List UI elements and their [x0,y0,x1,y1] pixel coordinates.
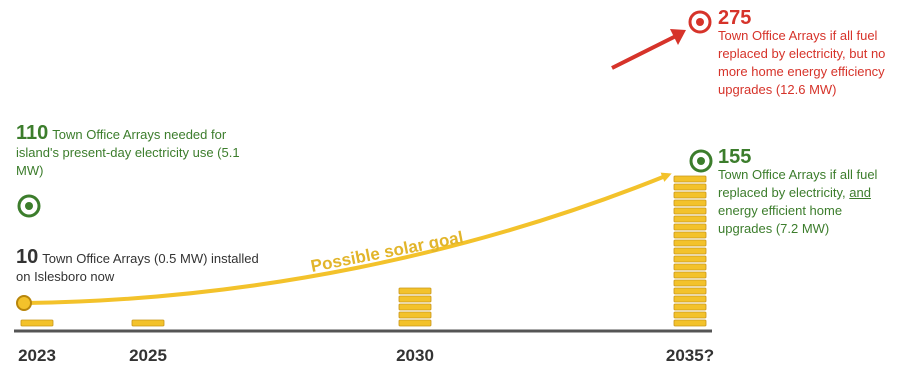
target-icon-red-max [688,10,712,34]
bar-stacks [20,175,707,327]
start-point-dot [16,295,32,311]
red-arrow-head [670,29,686,45]
bar-layer [673,263,707,271]
curve-label: Possible solar goal [309,228,465,276]
bar-layer [673,191,707,199]
annotation-max-text: Town Office Arrays if all fuel replaced … [718,28,886,97]
bar-layer [131,319,165,327]
target-icon-green-present [17,194,41,218]
bar-layer [20,319,54,327]
bar-layer [673,223,707,231]
bar-layer [673,255,707,263]
x-tick-label: 2035? [666,346,714,365]
red-arrow [611,34,677,70]
annotation-now-text: Town Office Arrays (0.5 MW) installed on… [16,251,259,284]
bar-layer [398,287,432,295]
bar-layer [673,183,707,191]
annotation-max: 275 Town Office Arrays if all fuel repla… [718,7,898,99]
x-tick-label: 2030 [396,346,434,365]
solar-goal-curve [25,172,672,305]
annotation-max-value: 275 [718,7,752,29]
annotation-present-day-value: 110 [16,122,49,144]
bar-layer [673,239,707,247]
bar-layer [673,279,707,287]
bar-layer [398,319,432,327]
bar-layer [673,207,707,215]
annotation-now: 10 Town Office Arrays (0.5 MW) installed … [16,246,266,286]
x-tick-labels: 2023 2025 2030 2035? [18,346,714,365]
bar-stack-2025 [131,319,165,327]
bar-layer [673,303,707,311]
bar-layer [673,287,707,295]
bar-stack-2023 [20,319,54,327]
annotation-goal: 155 Town Office Arrays if all fuel repla… [718,146,898,238]
x-tick-label: 2025 [129,346,167,365]
bar-layer [673,199,707,207]
annotation-goal-text-underlined: and [849,185,871,200]
annotation-present-day: 110 Town Office Arrays needed for island'… [16,122,256,180]
bar-layer [398,311,432,319]
bar-layer [673,247,707,255]
annotation-goal-text: Town Office Arrays if all fuel replaced … [718,166,898,238]
bar-layer [673,295,707,303]
bar-layer [398,295,432,303]
bar-layer [673,311,707,319]
annotation-present-day-text: Town Office Arrays needed for island's p… [16,127,240,178]
bar-stack-2035 [673,175,707,327]
bar-layer [673,215,707,223]
target-icon-green-goal [689,149,713,173]
bar-layer [673,175,707,183]
x-tick-label: 2023 [18,346,56,365]
annotation-now-value: 10 [16,246,39,268]
bar-layer [673,271,707,279]
annotation-goal-text-after: energy efficient home upgrades (7.2 MW) [718,203,843,236]
bar-layer [673,231,707,239]
bar-layer [673,319,707,327]
annotation-goal-text-before: Town Office Arrays if all fuel replaced … [718,167,878,200]
bar-stack-2030 [398,287,432,327]
bar-layer [398,303,432,311]
annotation-goal-value: 155 [718,146,752,168]
